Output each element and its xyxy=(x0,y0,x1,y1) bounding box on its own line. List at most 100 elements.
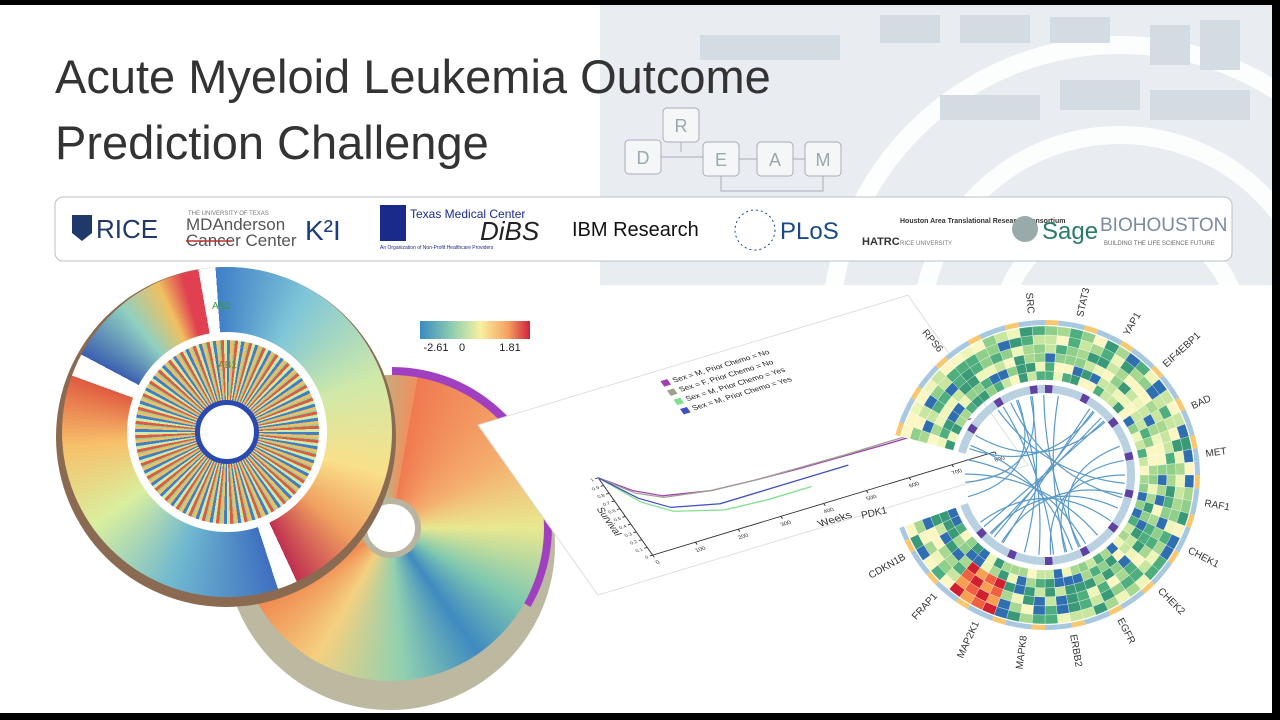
link-chord xyxy=(1002,406,1055,555)
heat-edge xyxy=(1120,340,1134,353)
x-tick xyxy=(908,477,912,481)
x-tick xyxy=(994,451,997,455)
x-tick xyxy=(694,542,698,545)
link-chord xyxy=(997,409,1125,484)
heatmap-wheel: SRC STAT3 YAP1 EIF4EBP1 BAD MET RAF1 CHEK1 CHEK2… xyxy=(860,286,1231,670)
heat-edge xyxy=(1174,538,1186,553)
link-chord xyxy=(964,473,1099,536)
y-tick-label: 0.5 xyxy=(613,516,623,523)
link-chord xyxy=(1060,459,1124,553)
heat-band xyxy=(1092,401,1103,413)
heat-cell xyxy=(1026,371,1037,382)
logo-text: BIOHOUSTON xyxy=(1100,215,1227,236)
heat-band xyxy=(1116,430,1127,441)
heat-band xyxy=(1066,388,1076,398)
heat-cell xyxy=(1032,334,1046,345)
y-tick xyxy=(633,531,637,534)
heat-band xyxy=(1045,384,1053,394)
heat-band xyxy=(1014,552,1024,562)
heat-edge xyxy=(1018,320,1032,328)
dream-letter: R xyxy=(675,116,688,136)
heat-band xyxy=(1125,459,1135,468)
heat-cell xyxy=(1164,485,1176,498)
y-tick xyxy=(627,523,632,526)
y-tick-label: 0.7 xyxy=(602,501,612,508)
heat-edge xyxy=(956,340,970,353)
gene-label: BAD xyxy=(1190,393,1213,412)
heat-cell xyxy=(1148,474,1159,485)
foreground-figures: AB2 AB1 -2.61 0 1.81 0 100 200 300 400 500 600… xyxy=(212,286,1231,670)
heat-edge xyxy=(967,604,982,616)
heat-edge xyxy=(1159,375,1172,389)
heat-edge xyxy=(926,571,939,585)
heat-edge xyxy=(1141,356,1155,369)
heat-cell xyxy=(1056,335,1070,347)
heat-band xyxy=(1092,537,1103,549)
heat-edge xyxy=(910,550,923,564)
heat-band xyxy=(1079,393,1090,404)
slide-title: Acute Myeloid Leukemia Outcome xyxy=(55,50,771,103)
y-tick xyxy=(594,477,599,480)
link-chord xyxy=(969,411,1095,458)
heat-edge xyxy=(1058,622,1072,630)
heat-band xyxy=(1097,533,1109,544)
heat-edge xyxy=(1096,329,1111,340)
heat-edge xyxy=(1194,461,1200,475)
logo-text: IBM Research xyxy=(572,219,699,241)
heat-band xyxy=(1073,390,1083,401)
heat-band xyxy=(1107,417,1119,428)
heat-cell xyxy=(1044,370,1055,381)
heat-cell xyxy=(1035,569,1046,580)
heat-band xyxy=(1079,546,1090,557)
heat-edge xyxy=(1131,348,1145,361)
heat-band xyxy=(1021,554,1031,564)
gene-label: CHEK1 xyxy=(1186,545,1221,570)
y-tick xyxy=(649,554,653,557)
heat-edge xyxy=(1131,589,1145,602)
heat-edge xyxy=(1004,619,1019,628)
heat-band xyxy=(1037,384,1045,394)
heat-band xyxy=(1103,411,1114,423)
heat-band xyxy=(960,503,971,513)
heat-edge xyxy=(1189,434,1198,449)
series-line xyxy=(597,477,813,512)
y-tick-label: 0.6 xyxy=(607,509,617,516)
heat-band xyxy=(1029,385,1038,395)
slide: Acute Myeloid Leukemia Outcome Predictio… xyxy=(0,5,1272,713)
heat-cell xyxy=(1044,605,1058,616)
heat-cell xyxy=(1044,578,1055,589)
y-tick-label: 0.2 xyxy=(629,539,639,546)
x-tick xyxy=(780,516,784,519)
y-tick-label: 0.1 xyxy=(634,547,644,554)
heat-cell xyxy=(1175,462,1186,476)
heat-cell xyxy=(1057,326,1072,338)
y-tick xyxy=(644,546,648,549)
heat-band xyxy=(1029,555,1038,565)
heat-edge xyxy=(1120,597,1134,610)
heat-edge xyxy=(918,561,931,575)
heat-cell xyxy=(1166,463,1177,476)
heat-edge xyxy=(926,365,939,379)
heat-band xyxy=(1125,482,1135,491)
slide-title: Prediction Challenge xyxy=(55,116,489,169)
heat-cell xyxy=(1044,334,1058,345)
heat-cell xyxy=(1055,594,1068,606)
x-tick xyxy=(737,529,741,532)
heat-cell xyxy=(1173,450,1185,464)
link-chord xyxy=(1052,396,1068,553)
heat-band xyxy=(1086,397,1097,408)
heat-edge xyxy=(935,581,949,594)
heat-cell xyxy=(1018,326,1033,338)
heat-edge xyxy=(1141,581,1155,594)
ring-label: AB1 xyxy=(218,360,237,371)
colorbar xyxy=(420,321,530,339)
heat-band xyxy=(1007,549,1017,560)
heat-band xyxy=(960,437,971,447)
logo-text: RICE xyxy=(96,214,158,244)
heat-edge xyxy=(1167,550,1180,564)
x-tick xyxy=(823,503,826,506)
heat-cell xyxy=(1044,614,1059,625)
gene-label: MAPK8 xyxy=(1014,635,1029,670)
heat-cell xyxy=(1035,361,1046,372)
heat-band xyxy=(963,509,974,520)
